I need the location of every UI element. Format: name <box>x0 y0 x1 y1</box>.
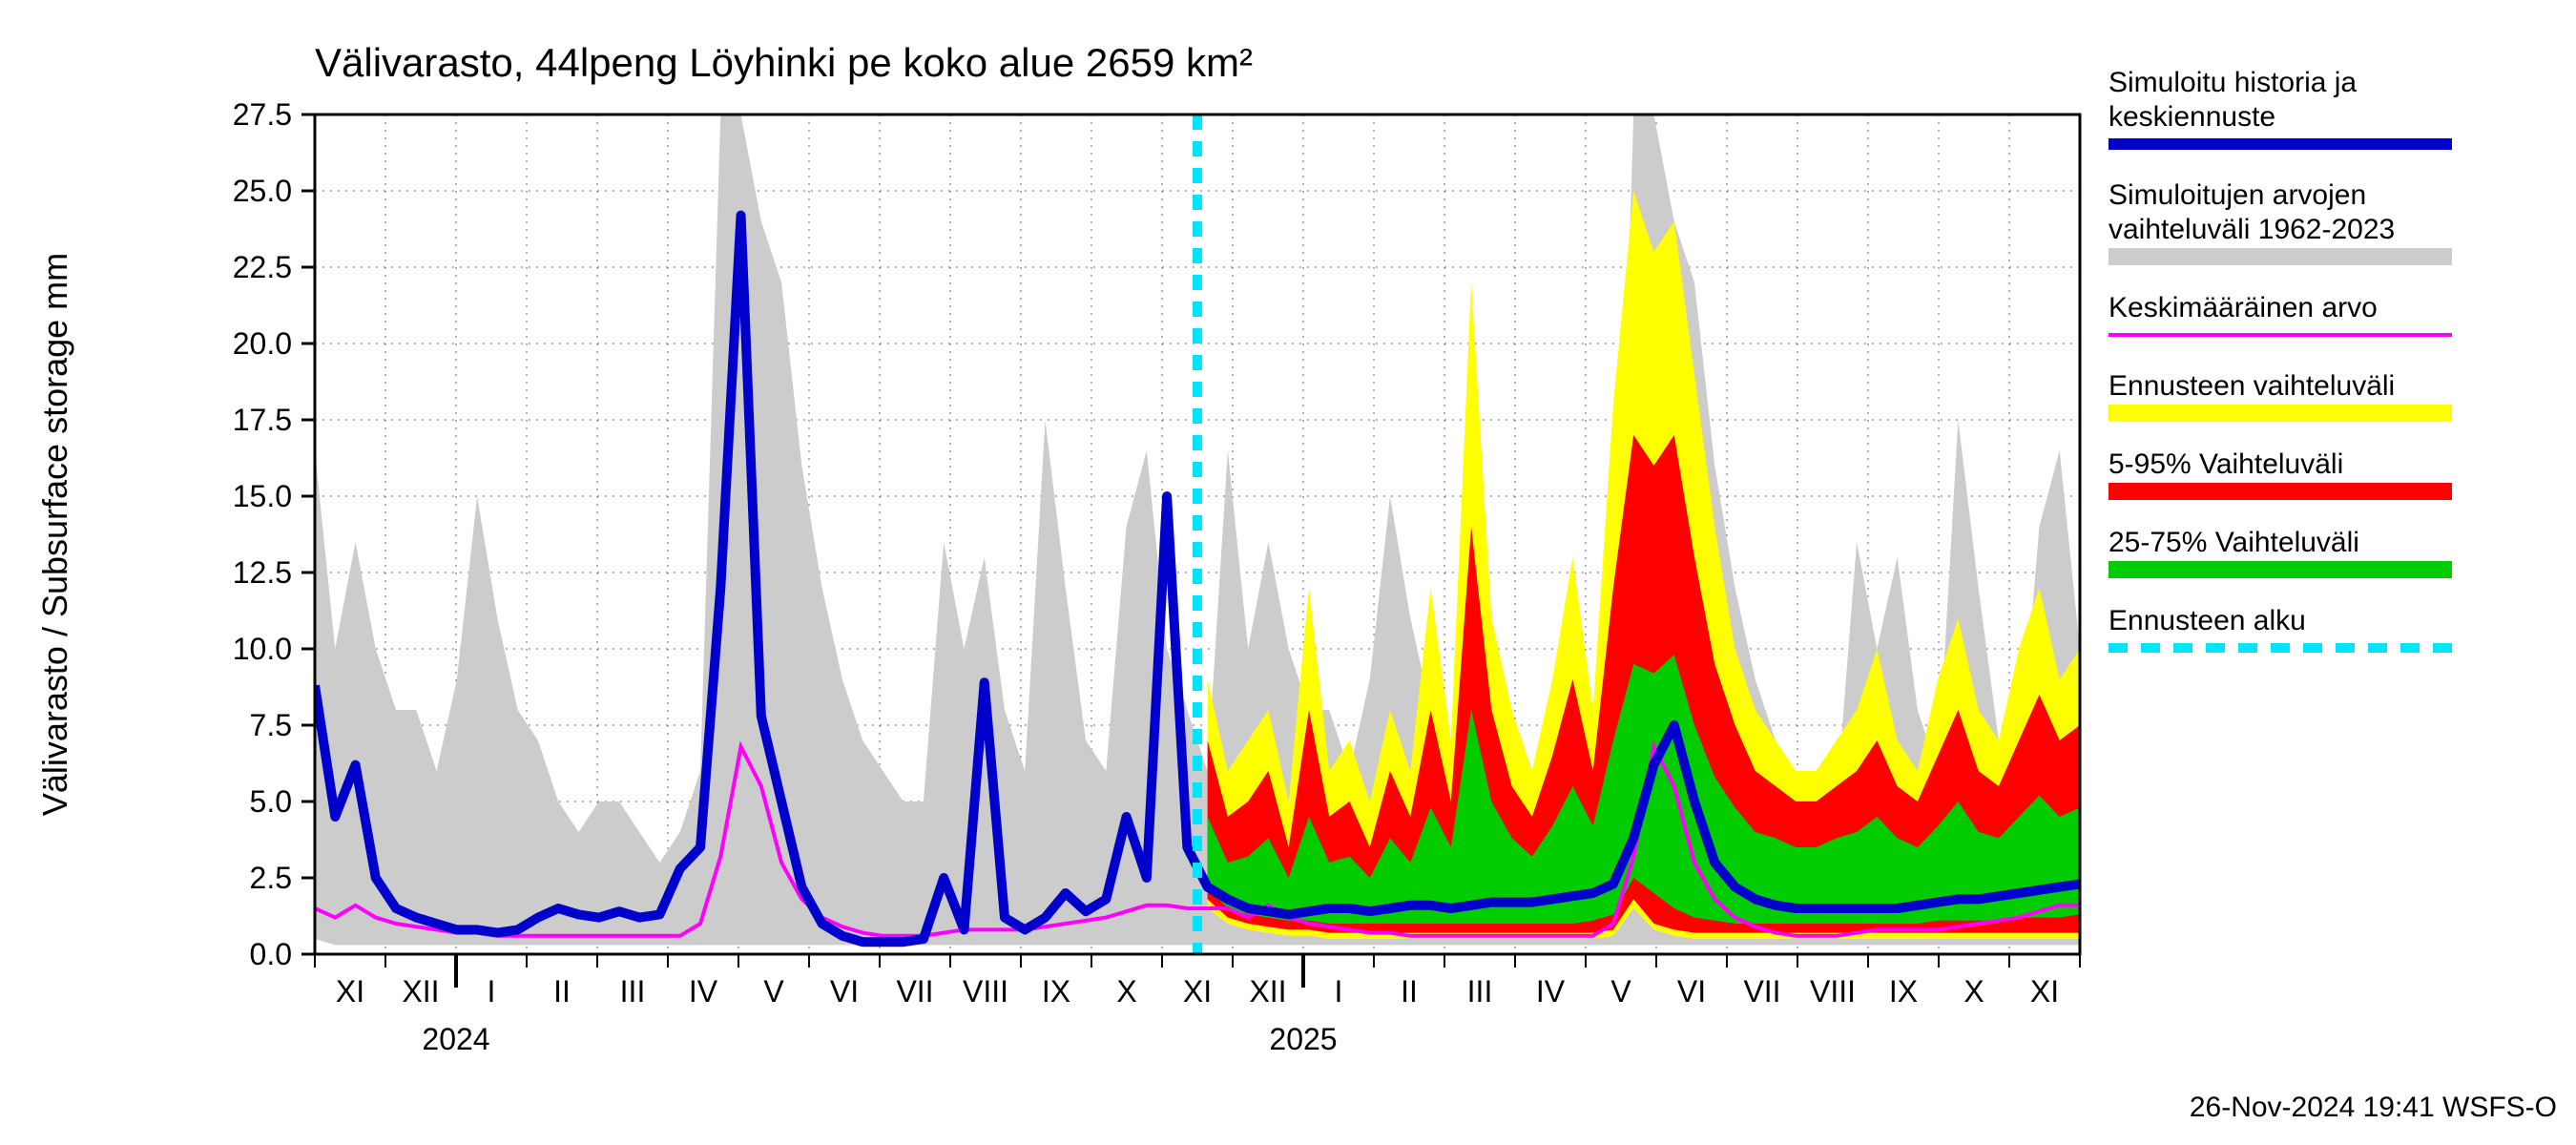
x-month-label: III <box>620 974 646 1009</box>
y-tick-label: 15.0 <box>233 479 292 513</box>
legend-label: Ennusteen vaihteluväli <box>2109 370 2395 402</box>
x-year-label: 2025 <box>1269 1022 1337 1056</box>
legend-label: vaihteluväli 1962-2023 <box>2109 214 2395 245</box>
x-year-label: 2024 <box>422 1022 489 1056</box>
x-month-label: II <box>1401 974 1418 1009</box>
chart-container: 0.0 2.5 5.0 7.5 10.0 12.5 15.0 17.5 20.0 22.5 25.0… <box>0 0 2576 1145</box>
x-month-label: XI <box>2030 974 2059 1009</box>
x-month-label: IX <box>1042 974 1070 1009</box>
x-month-label: X <box>1116 974 1136 1009</box>
y-tick-label: 17.5 <box>233 403 292 437</box>
x-month-label: V <box>1610 974 1631 1009</box>
x-month-label: XI <box>1183 974 1212 1009</box>
x-month-label: V <box>763 974 784 1009</box>
x-month-label: VII <box>896 974 933 1009</box>
x-month-label: IV <box>1536 974 1566 1009</box>
x-month-label: VI <box>830 974 859 1009</box>
x-month-label: IX <box>1889 974 1918 1009</box>
x-month-label: VIII <box>1810 974 1856 1009</box>
legend-label: keskiennuste <box>2109 101 2275 133</box>
x-month-label: I <box>1335 974 1343 1009</box>
legend-label: Ennusteen alku <box>2109 605 2306 636</box>
legend-swatch <box>2109 248 2452 265</box>
y-tick-label: 12.5 <box>233 555 292 590</box>
y-tick-label: 20.0 <box>233 326 292 361</box>
x-month-label: XI <box>336 974 364 1009</box>
x-month-label: XII <box>1249 974 1286 1009</box>
y-axis-label: Välivarasto / Subsurface storage mm <box>35 253 74 816</box>
x-month-label: XII <box>402 974 439 1009</box>
legend-swatch <box>2109 561 2452 578</box>
legend-swatch <box>2109 405 2452 422</box>
y-tick-label: 7.5 <box>250 708 292 742</box>
chart-title: Välivarasto, 44lpeng Löyhinki pe koko al… <box>315 40 1253 85</box>
legend-label: Simuloitu historia ja <box>2109 67 2357 98</box>
footer-timestamp: 26-Nov-2024 19:41 WSFS-O <box>2190 1092 2557 1123</box>
y-tick-label: 22.5 <box>233 250 292 284</box>
y-tick-label: 10.0 <box>233 632 292 666</box>
x-month-label: VIII <box>963 974 1008 1009</box>
x-month-label: VII <box>1743 974 1780 1009</box>
x-month-label: VI <box>1677 974 1706 1009</box>
x-month-label: II <box>553 974 571 1009</box>
legend-swatch <box>2109 483 2452 500</box>
legend-label: Simuloitujen arvojen <box>2109 179 2366 211</box>
x-month-label: IV <box>689 974 718 1009</box>
x-month-label: X <box>1963 974 1984 1009</box>
x-month-label: I <box>488 974 496 1009</box>
legend-label: 25-75% Vaihteluväli <box>2109 527 2359 558</box>
y-tick-label: 0.0 <box>250 937 292 971</box>
chart-svg: 0.0 2.5 5.0 7.5 10.0 12.5 15.0 17.5 20.0 22.5 25.0… <box>0 0 2576 1145</box>
x-month-label: III <box>1467 974 1493 1009</box>
legend-label: Keskimääräinen arvo <box>2109 292 2378 323</box>
legend-label: 5-95% Vaihteluväli <box>2109 448 2343 480</box>
y-tick-label: 2.5 <box>250 861 292 895</box>
y-tick-label: 25.0 <box>233 174 292 208</box>
y-tick-label: 5.0 <box>250 784 292 819</box>
y-tick-label: 27.5 <box>233 97 292 132</box>
